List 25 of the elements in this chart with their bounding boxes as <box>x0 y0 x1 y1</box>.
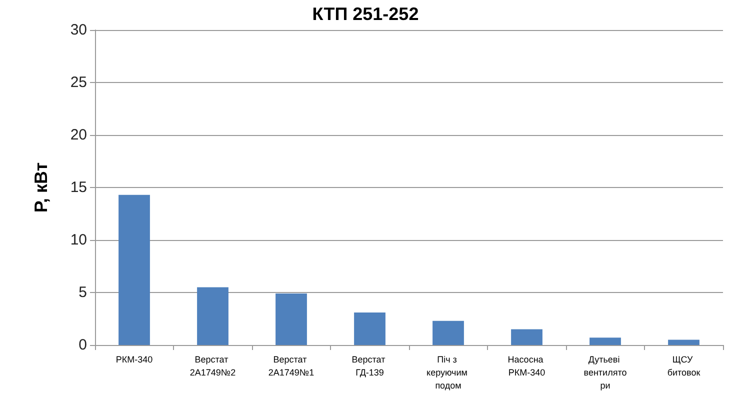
x-tick-label: Верстат ГД-139 <box>352 354 388 378</box>
x-tick-label: РКМ-340 <box>116 354 153 364</box>
y-tick-label: 30 <box>70 22 87 38</box>
x-tick-label: ЩСУ битовок <box>667 354 700 378</box>
y-tick-label: 20 <box>70 126 87 144</box>
bar <box>590 338 621 345</box>
bar <box>432 320 464 345</box>
bar <box>354 312 386 345</box>
bar <box>118 194 150 345</box>
x-tick-label: Верстат 2А1749№1 <box>268 354 314 378</box>
y-tick-label: 0 <box>78 336 87 354</box>
x-tick-label: Верстат 2А1749№2 <box>190 354 236 378</box>
y-tick-label: 10 <box>70 232 87 248</box>
x-tick-label: Насосна РКМ-340 <box>508 354 546 378</box>
y-tick-label: 15 <box>70 179 87 196</box>
x-tick-label: Піч з керуючим подом <box>426 354 470 390</box>
x-tick-label: Дутьеві вентилятори <box>584 354 627 390</box>
y-tick-label: 25 <box>70 74 87 91</box>
y-tick-label: 5 <box>78 284 87 301</box>
y-axis-title: P, кВт <box>31 162 51 213</box>
bar <box>197 287 228 345</box>
bar <box>668 340 700 345</box>
chart-title: КТП 251-252 <box>312 4 419 24</box>
bar <box>511 329 542 345</box>
bar <box>276 294 307 345</box>
